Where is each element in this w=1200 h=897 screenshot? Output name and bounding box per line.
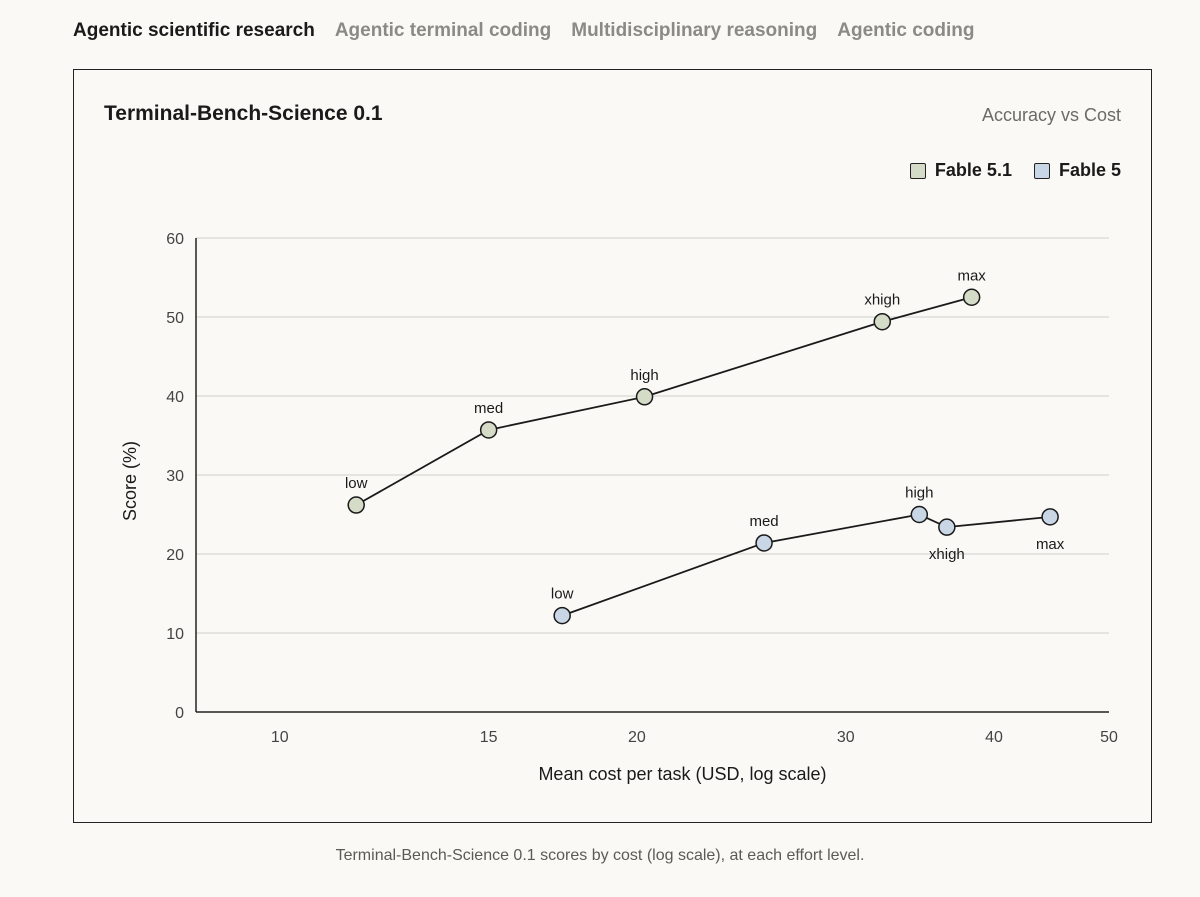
x-tick-label: 50	[1100, 729, 1118, 746]
y-tick-label: 60	[166, 231, 184, 248]
data-label: max	[1036, 536, 1065, 553]
tab-agentic-coding[interactable]: Agentic coding	[837, 20, 975, 41]
tab-bar: Agentic scientific research Agentic term…	[73, 20, 974, 42]
x-tick-label: 10	[271, 729, 289, 746]
data-point	[873, 312, 892, 331]
data-point	[479, 421, 498, 439]
tab-agentic-scientific-research[interactable]: Agentic scientific research	[73, 20, 315, 41]
data-point	[1041, 508, 1059, 526]
x-tick-label: 40	[985, 729, 1003, 746]
y-axis-label: Score (%)	[120, 441, 140, 521]
x-tick-label: 30	[837, 729, 855, 746]
data-label: high	[905, 485, 933, 502]
chart-legend: Fable 5.1 Fable 5	[909, 160, 1121, 181]
legend-swatch-fable-5	[1033, 162, 1050, 179]
y-tick-label: 40	[166, 389, 184, 406]
chart-frame: Terminal-Bench-Science 0.1 Accuracy vs C…	[73, 69, 1152, 823]
data-label: med	[749, 513, 778, 530]
data-point	[635, 388, 654, 406]
data-point	[962, 288, 981, 306]
x-tick-label: 15	[480, 729, 498, 746]
chart-title: Terminal-Bench-Science 0.1	[104, 102, 383, 125]
y-tick-label: 10	[166, 626, 184, 643]
legend-item-fable-5-1: Fable 5.1	[909, 160, 1012, 181]
y-tick-label: 20	[166, 547, 184, 564]
legend-label-fable-5-1: Fable 5.1	[934, 160, 1012, 180]
data-label: xhigh	[864, 292, 900, 309]
data-point	[347, 496, 365, 514]
data-label: high	[630, 367, 658, 384]
data-label: xhigh	[929, 546, 965, 563]
chart-caption: Terminal-Bench-Science 0.1 scores by cos…	[335, 847, 865, 864]
tab-multidisciplinary-reasoning[interactable]: Multidisciplinary reasoning	[571, 20, 818, 41]
y-tick-label: 50	[166, 310, 184, 327]
legend-label-fable-5: Fable 5	[1058, 160, 1121, 180]
data-point	[553, 606, 571, 625]
series-line-fable-5	[561, 513, 1051, 617]
data-label: low	[551, 586, 574, 603]
y-tick-label: 0	[175, 705, 184, 722]
data-label: max	[957, 267, 986, 284]
y-tick-label: 30	[166, 468, 184, 485]
chart-plot: 0 10 20 30 40 50 60 10 15 20 30 40 50 Mean cost per t…	[120, 231, 1118, 784]
legend-swatch-fable-5-1	[909, 162, 926, 179]
data-point	[910, 505, 929, 524]
data-point	[938, 518, 956, 536]
tab-agentic-terminal-coding[interactable]: Agentic terminal coding	[334, 20, 552, 41]
data-label: low	[345, 475, 368, 492]
x-tick-label: 20	[628, 729, 646, 746]
data-point	[755, 534, 773, 552]
legend-item-fable-5: Fable 5	[1033, 160, 1121, 181]
x-axis-label: Mean cost per task (USD, log scale)	[538, 764, 826, 784]
data-label: med	[474, 400, 503, 417]
chart-subtitle: Accuracy vs Cost	[981, 105, 1121, 125]
